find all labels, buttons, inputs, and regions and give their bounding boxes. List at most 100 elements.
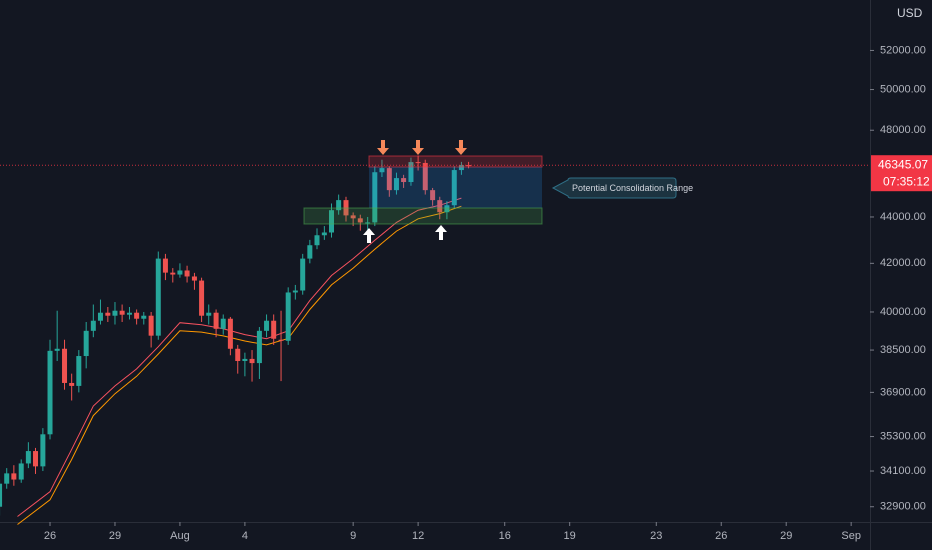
up-arrow (363, 228, 375, 243)
moving-average (17, 205, 462, 525)
x-tick-label: 19 (564, 530, 576, 542)
candle-body (83, 330, 89, 357)
candle-body (191, 276, 197, 281)
y-tick-label: 50000.00 (880, 83, 926, 95)
candle-body (18, 463, 24, 480)
x-tick-label: 12 (412, 530, 424, 542)
candle-body (184, 270, 190, 277)
candle-body (105, 312, 111, 316)
x-tick-label: 9 (350, 530, 356, 542)
last-price-label: 46345.07 (878, 157, 928, 171)
x-tick-label: 4 (242, 530, 248, 542)
currency-label: USD (897, 6, 923, 20)
y-tick-label: 48000.00 (880, 124, 926, 136)
y-tick-label: 35300.00 (880, 430, 926, 442)
candle-body (134, 312, 140, 319)
y-tick-label: 32900.00 (880, 501, 926, 513)
x-tick-label: 29 (780, 530, 792, 542)
x-tick-label: Aug (170, 530, 190, 542)
candle-body (119, 310, 125, 315)
candle-body (206, 312, 212, 316)
candle-body (393, 178, 399, 191)
candle-body (329, 210, 335, 233)
candle-body (199, 280, 205, 316)
last-price-box (871, 155, 932, 192)
candle-body (314, 235, 320, 246)
candle-body (47, 350, 53, 435)
down-arrows (377, 140, 467, 155)
candle-body (76, 356, 82, 386)
candle-body (155, 258, 161, 336)
candle-body (97, 312, 103, 321)
candle-body (401, 178, 407, 183)
candle-body (321, 232, 327, 236)
candle-body (422, 162, 428, 191)
y-tick-label: 44000.00 (880, 211, 926, 223)
up-arrow (435, 225, 447, 240)
candle-body (357, 218, 363, 223)
candle-body (227, 318, 233, 349)
candle-body (148, 315, 154, 336)
candle-body (292, 290, 298, 293)
candle-body (249, 358, 255, 364)
support-zone (303, 207, 543, 225)
range-box (369, 167, 542, 208)
candle-body (350, 215, 356, 219)
down-arrow (377, 140, 389, 155)
x-tick-label: 16 (499, 530, 511, 542)
candle-body (141, 315, 147, 319)
candle-body (62, 348, 68, 383)
candle-body (242, 358, 248, 361)
callout (551, 177, 677, 199)
candle-body (271, 320, 277, 339)
candle-body (430, 190, 436, 201)
callout-text: Potential Consolidation Range (572, 183, 693, 193)
candle-body (40, 434, 46, 467)
y-tick-label: 34100.00 (880, 465, 926, 477)
candle-body (0, 483, 3, 507)
candle-body (451, 170, 457, 206)
candle-body (408, 162, 414, 183)
candle-body (33, 451, 39, 467)
down-arrow (455, 140, 467, 155)
candle-body (162, 258, 168, 273)
moving-average (17, 197, 462, 517)
candle-body (444, 205, 450, 213)
y-tick-label: 36900.00 (880, 386, 926, 398)
up-arrows (363, 225, 447, 243)
candle-body (4, 473, 10, 484)
candle-body (25, 451, 31, 464)
candle-body (170, 272, 176, 275)
countdown-label: 07:35:12 (883, 174, 930, 188)
candle-body (177, 270, 183, 275)
x-tick-label: 26 (715, 530, 727, 542)
candle-body (365, 222, 371, 224)
y-tick-label: 40000.00 (880, 306, 926, 318)
candle-body (54, 348, 60, 351)
candle-body (278, 339, 284, 341)
x-tick-label: Sep (841, 530, 861, 542)
candle-body (386, 168, 392, 191)
x-tick-label: 23 (650, 530, 662, 542)
y-tick-label: 52000.00 (880, 44, 926, 56)
x-tick-label: 29 (109, 530, 121, 542)
down-arrow (412, 140, 424, 155)
candle-body (235, 348, 241, 361)
candle-body (220, 318, 226, 329)
candle-body (256, 330, 262, 364)
candle-body (372, 172, 378, 223)
y-tick-label: 42000.00 (880, 257, 926, 269)
plot-area (0, 155, 472, 525)
candle-body (90, 320, 96, 331)
x-tick-label: 26 (44, 530, 56, 542)
candle-body (437, 200, 443, 213)
candle-body (69, 382, 75, 386)
candle-body (307, 245, 313, 259)
candle-body (458, 165, 464, 171)
candle-body (415, 162, 421, 164)
resistance-zone (368, 155, 543, 168)
candle-body (126, 312, 132, 315)
